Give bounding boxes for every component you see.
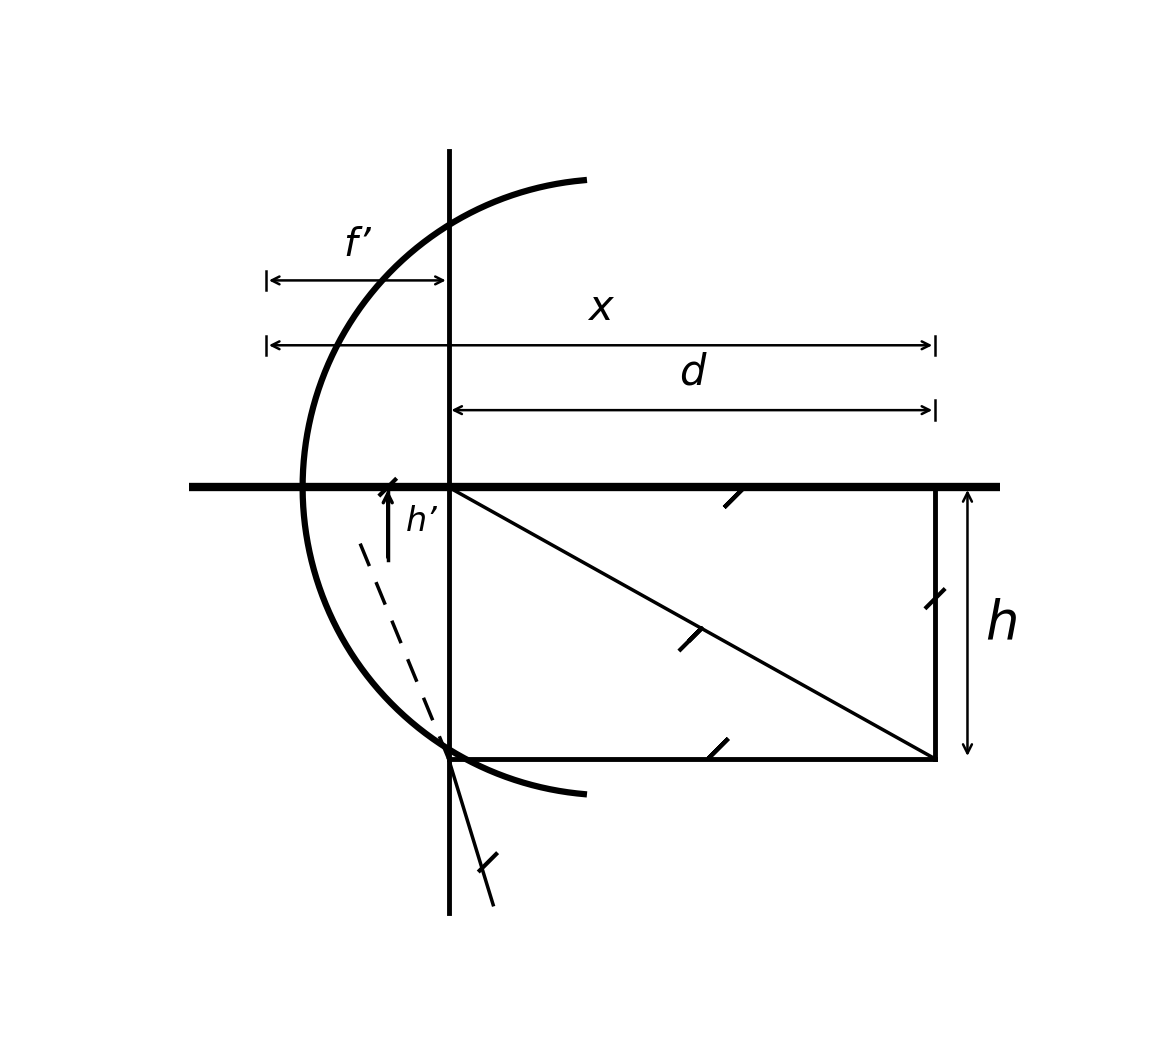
Text: d: d [679,352,705,394]
Text: h’: h’ [406,504,437,538]
Text: f’: f’ [343,226,371,264]
Text: x: x [588,287,612,329]
Text: h: h [985,597,1018,649]
